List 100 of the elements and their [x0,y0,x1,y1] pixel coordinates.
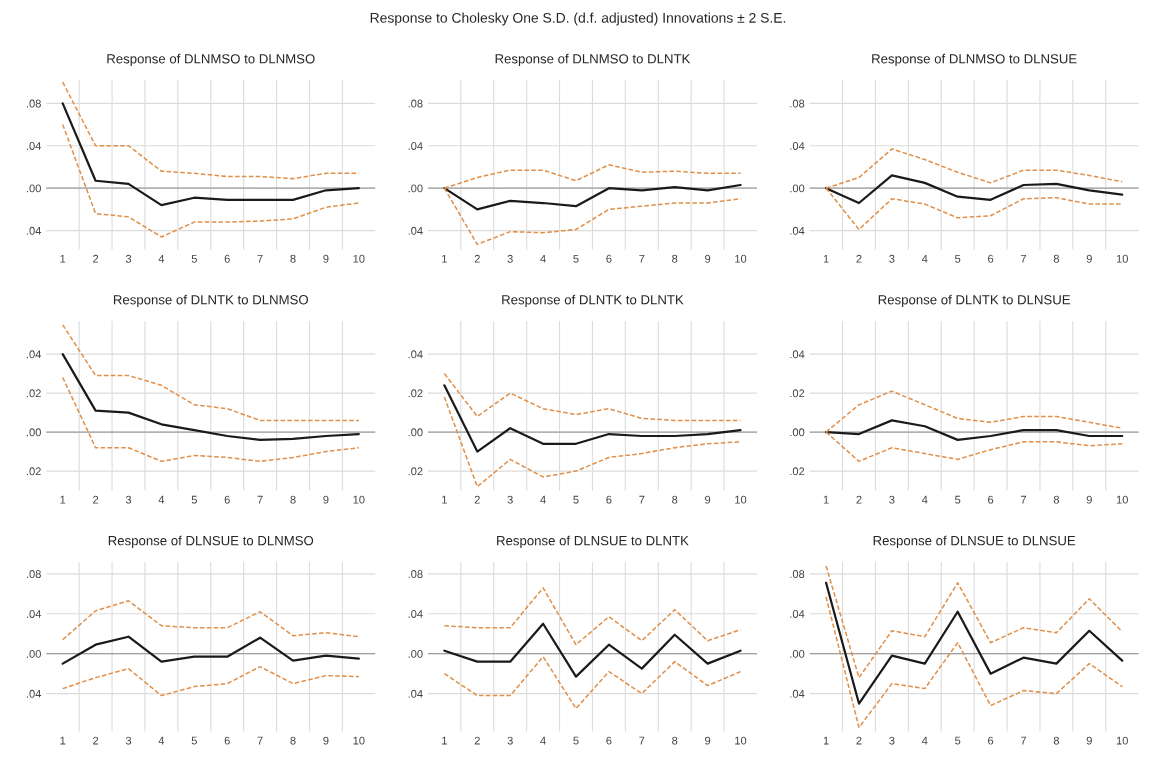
x-tick-label: 2 [474,254,480,263]
x-tick-label: 7 [1020,736,1027,745]
x-tick-label: 2 [93,495,99,504]
x-tick-label: 8 [1053,736,1060,745]
chart-title: Response of DLNSUE to DLNTK [497,535,689,548]
x-tick-label: 5 [955,254,961,263]
y-tick-label: .08 [408,570,423,578]
y-tick-label: .00 [408,649,423,658]
x-tick-label: 9 [705,495,711,504]
line-series [61,352,360,441]
chart-title: Response of DLNTK to DLNMSO [113,294,309,307]
x-tick-label: 10 [735,736,747,745]
chart-title: Response of DLNMSO to DLNSUE [872,53,1077,67]
y-tick-label: .04 [408,226,423,235]
chart-title: Response of DLNTK to DLNSUE [878,294,1071,307]
y-tick-label: .00 [26,649,41,658]
y-tick-label: .00 [26,428,41,437]
y-tick-label: .02 [408,389,423,398]
x-tick-label: 3 [889,495,895,504]
x-tick-label: 10 [735,254,747,263]
line-series [443,183,742,211]
x-tick-label: 9 [323,495,329,504]
y-tick-label: .02 [26,467,41,476]
x-tick-label: 7 [1020,495,1027,504]
line-series [61,81,360,180]
line-series [61,635,360,665]
y-tick-label: .04 [408,142,423,150]
line-series [824,419,1124,441]
x-tick-label: 7 [1020,254,1027,263]
x-tick-label: 4 [540,736,546,745]
x-tick-label: 9 [1086,495,1092,504]
x-tick-label: 8 [672,495,678,504]
x-tick-label: 2 [856,254,862,263]
y-tick-label: .00 [408,184,423,193]
x-tick-label: 9 [323,736,329,745]
line-series [61,102,360,207]
y-tick-label: .02 [790,467,805,476]
chart-title: Response of DLNSUE to DLNSUE [873,535,1076,548]
line-series [824,174,1124,205]
line-series [443,396,742,488]
x-tick-label: 3 [507,254,513,263]
x-tick-label: 1 [823,736,829,745]
x-tick-label: 5 [191,736,197,745]
y-tick-label: .00 [408,428,423,437]
x-tick-label: 1 [442,254,447,263]
x-tick-label: 3 [507,736,513,745]
x-tick-label: 6 [224,495,230,504]
x-tick-label: 10 [735,495,747,504]
x-tick-label: 2 [474,736,480,745]
y-tick-label: .02 [790,389,805,398]
x-tick-label: 6 [988,254,994,263]
y-tick-label: .00 [790,428,805,437]
x-tick-label: 2 [474,495,480,504]
y-tick-label: .08 [790,570,805,578]
x-tick-label: 2 [856,736,862,745]
x-tick-label: 5 [573,736,579,745]
x-tick-label: 1 [442,736,447,745]
x-tick-label: 8 [672,736,678,745]
x-tick-label: 1 [60,254,66,263]
x-tick-label: 6 [224,254,230,263]
x-tick-label: 10 [353,254,365,263]
x-tick-label: 9 [1086,736,1092,745]
line-series [61,600,360,641]
x-tick-label: 5 [573,495,579,504]
x-tick-label: 8 [672,254,678,263]
x-tick-label: 4 [921,254,928,263]
y-tick-label: .04 [790,142,805,150]
x-tick-label: 3 [125,254,132,263]
x-tick-label: 1 [442,495,447,504]
x-tick-label: 8 [290,495,296,504]
line-series [443,384,742,453]
line-series [61,123,360,238]
chart-title: Response of DLNTK to DLNTK [502,294,684,307]
x-tick-label: 1 [60,495,66,504]
x-tick-label: 4 [540,254,546,263]
x-tick-label: 6 [606,495,612,504]
x-tick-label: 1 [60,736,66,745]
line-series [825,596,1123,729]
y-tick-label: .08 [408,99,423,108]
y-tick-label: .04 [408,350,423,359]
y-tick-label: .02 [408,467,423,476]
x-tick-label: 10 [353,495,365,504]
y-tick-label: .04 [26,142,42,150]
y-tick-label: .04 [790,610,805,618]
x-tick-label: 8 [1053,254,1060,263]
x-tick-label: 7 [257,254,263,263]
line-series [61,665,360,697]
x-tick-label: 5 [573,254,579,263]
x-tick-label: 2 [93,736,99,745]
x-tick-label: 3 [889,736,895,745]
y-tick-label: .04 [26,226,42,235]
line-series [61,376,360,463]
y-tick-label: .08 [790,99,805,108]
x-tick-label: 6 [224,736,230,745]
line-series [443,372,742,422]
x-tick-label: 7 [639,736,645,745]
y-tick-label: .02 [26,389,41,398]
x-tick-label: 7 [257,736,263,745]
y-tick-label: .04 [408,610,423,618]
x-tick-label: 3 [125,736,132,745]
